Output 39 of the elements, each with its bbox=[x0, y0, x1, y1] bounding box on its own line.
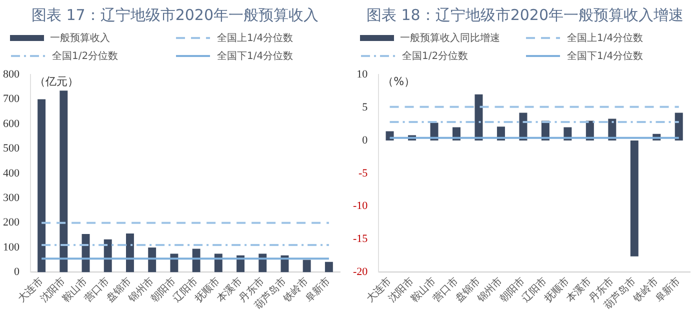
y-tick-label: -15 bbox=[352, 233, 368, 246]
y-tick-label: 800 bbox=[3, 68, 20, 80]
bar bbox=[324, 262, 333, 272]
y-tick-label: 500 bbox=[3, 142, 20, 155]
y-tick-label: 300 bbox=[3, 192, 20, 204]
y-axis-title: （%） bbox=[382, 74, 416, 88]
y-tick-label: -5 bbox=[358, 167, 368, 180]
y-tick-label: 400 bbox=[3, 167, 20, 180]
bar bbox=[126, 233, 134, 272]
y-tick-label: 0 bbox=[362, 134, 368, 146]
bar bbox=[674, 112, 683, 140]
chart-title: 图表 18：辽宁地级市2020年一般预算收入增速 bbox=[365, 5, 685, 26]
legend-label: 全国下1/4分位数 bbox=[567, 50, 644, 63]
y-tick-label: 600 bbox=[3, 118, 20, 130]
bar bbox=[192, 248, 200, 272]
legend-label: 全国1/2分位数 bbox=[52, 50, 118, 63]
y-tick-label: 5 bbox=[362, 101, 368, 114]
y-tick-label: 0 bbox=[14, 266, 20, 278]
legend-label: 一般预算收入同比增速 bbox=[400, 32, 500, 45]
bar bbox=[474, 94, 483, 140]
bar bbox=[38, 99, 46, 272]
y-tick-label: 10 bbox=[356, 68, 368, 80]
y-tick-label: 200 bbox=[3, 216, 20, 229]
legend-label: 全国上1/4分位数 bbox=[217, 32, 294, 45]
bar bbox=[630, 140, 638, 256]
y-tick-label: 700 bbox=[3, 93, 20, 106]
chart-title: 图表 17：辽宁地级市2020年一般预算收入 bbox=[30, 5, 320, 26]
y-tick-label: -10 bbox=[352, 200, 368, 212]
legend-label: 全国1/2分位数 bbox=[402, 50, 468, 63]
y-tick-label: 100 bbox=[3, 241, 20, 254]
bar bbox=[148, 248, 156, 272]
bar bbox=[60, 90, 68, 272]
y-axis-title: （亿元） bbox=[34, 74, 78, 88]
legend-label: 全国下1/4分位数 bbox=[217, 50, 294, 63]
bar bbox=[608, 118, 616, 140]
bar bbox=[302, 260, 311, 272]
y-tick-label: -20 bbox=[352, 266, 368, 278]
legend-label: 全国上1/4分位数 bbox=[567, 32, 644, 45]
legend-label: 一般预算收入 bbox=[50, 32, 110, 45]
